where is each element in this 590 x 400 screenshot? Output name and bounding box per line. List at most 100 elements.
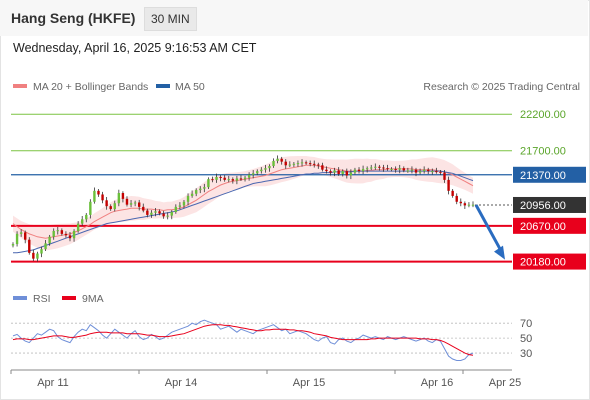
- candle: [382, 167, 385, 169]
- candle: [264, 168, 267, 170]
- candle: [321, 165, 324, 170]
- candle: [329, 171, 332, 173]
- candle: [28, 239, 31, 253]
- candle: [125, 198, 129, 205]
- candle: [365, 168, 369, 170]
- candle: [158, 211, 161, 214]
- candle: [137, 202, 141, 207]
- candle: [133, 202, 137, 204]
- candle: [304, 162, 308, 164]
- price-panel: 22200.00 21700.00 21370.00 20956.00 20670.00…: [11, 109, 586, 270]
- candle: [60, 230, 64, 234]
- rsi-tick-label: 30: [520, 348, 532, 360]
- x-tick-label: Apr 11: [37, 377, 69, 389]
- candle: [166, 215, 169, 217]
- candle: [317, 164, 320, 166]
- candle: [207, 179, 210, 188]
- candle: [89, 201, 92, 215]
- credit-text: Research © 2025 Trading Central: [423, 81, 580, 93]
- candle: [300, 162, 304, 164]
- candle: [431, 171, 434, 173]
- candle: [211, 179, 214, 181]
- candle: [76, 223, 80, 231]
- timeframe-badge[interactable]: 30 MIN: [144, 7, 197, 31]
- rsi-legend-label: RSI: [33, 293, 51, 305]
- candle: [251, 173, 255, 175]
- rsi-panel: 70 50 30: [11, 318, 532, 361]
- candle: [390, 168, 393, 170]
- level-label-resistance: 22200.00: [520, 109, 566, 121]
- forecast-arrow-head: [494, 245, 505, 260]
- candle: [150, 212, 153, 215]
- candle: [170, 211, 173, 216]
- x-tick-label: Apr 16: [421, 377, 453, 389]
- candle: [410, 169, 414, 171]
- ma50-legend-label: MA 50: [175, 81, 205, 93]
- candle: [199, 188, 202, 191]
- candle: [109, 206, 112, 210]
- candle: [439, 171, 442, 173]
- level-label-resistance: 21700.00: [520, 146, 566, 158]
- candle: [101, 194, 104, 201]
- candle: [349, 172, 353, 176]
- candle: [194, 190, 198, 194]
- candle: [341, 171, 344, 175]
- candle: [455, 195, 458, 202]
- candle: [398, 168, 401, 170]
- candle: [418, 171, 422, 173]
- rsi-ma-line: [12, 324, 474, 356]
- candle: [32, 252, 35, 259]
- candle: [394, 168, 397, 170]
- candle: [337, 170, 340, 175]
- candle: [19, 232, 23, 234]
- candle: [256, 171, 259, 174]
- level-label-pivot: 21370.00: [520, 170, 566, 182]
- candle: [56, 230, 59, 232]
- candle: [105, 200, 108, 207]
- candle: [182, 201, 186, 206]
- candle: [93, 190, 96, 202]
- candle: [467, 204, 471, 206]
- ma20-line: [12, 164, 474, 239]
- candle: [333, 170, 336, 173]
- candle: [48, 236, 51, 244]
- candle: [284, 161, 287, 166]
- rsi-ma-legend-swatch: [62, 296, 76, 300]
- candle: [325, 169, 328, 172]
- candle: [260, 169, 263, 172]
- candle: [178, 205, 182, 207]
- rsi-line: [12, 319, 474, 361]
- candle: [276, 158, 279, 161]
- ma20-legend-label: MA 20 + Bollinger Bands: [33, 81, 148, 93]
- candle: [435, 171, 438, 173]
- candle: [227, 179, 230, 181]
- candle: [68, 235, 72, 239]
- candle: [406, 170, 410, 172]
- candle: [463, 203, 467, 206]
- level-badge-last: [513, 196, 586, 213]
- candle: [121, 193, 125, 199]
- chart-header: [0, 0, 588, 36]
- candle: [142, 206, 145, 211]
- rsi-tick-label: 50: [520, 333, 532, 345]
- candle: [81, 219, 84, 224]
- candle: [190, 193, 194, 196]
- candle: [292, 163, 296, 165]
- candle: [154, 211, 157, 213]
- candle: [186, 195, 190, 202]
- candle: [471, 204, 475, 206]
- candle: [203, 187, 206, 189]
- candle: [345, 171, 349, 176]
- candle: [11, 244, 15, 246]
- candle: [370, 167, 373, 169]
- candle: [219, 176, 222, 178]
- candle: [40, 249, 43, 254]
- candle: [459, 201, 462, 204]
- level-label-support: 20670.00: [520, 221, 566, 233]
- ma50-legend-swatch: [156, 84, 170, 88]
- candle: [44, 243, 47, 250]
- bollinger-band: [13, 156, 473, 251]
- candle: [357, 169, 361, 172]
- level-label-last: 20956.00: [520, 200, 566, 212]
